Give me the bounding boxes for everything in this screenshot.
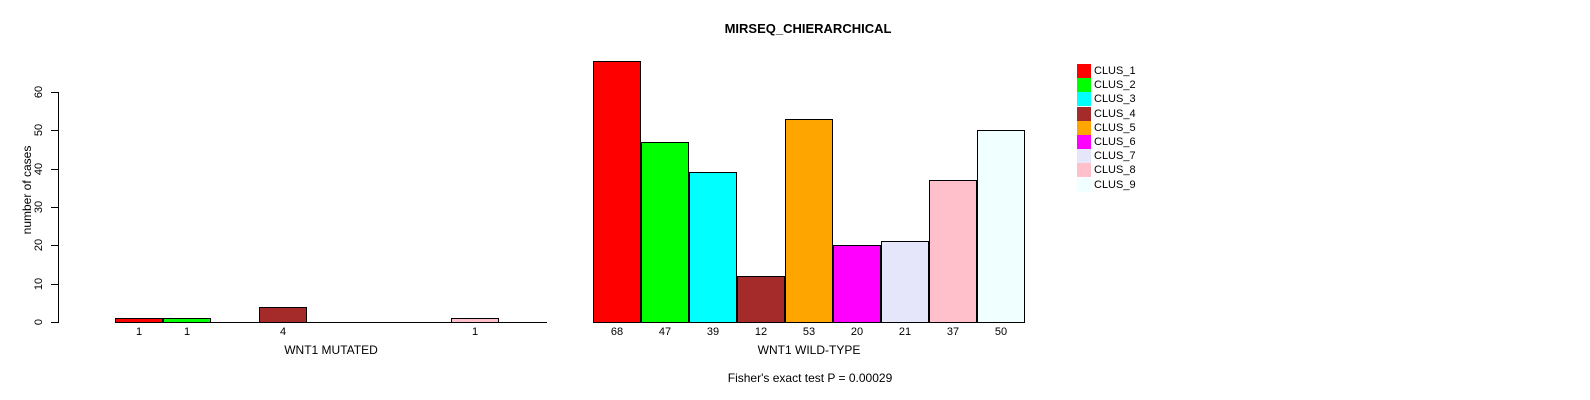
bar-clus_3	[689, 172, 737, 323]
legend-label-clus_5: CLUS_5	[1094, 122, 1136, 134]
bar-value-label: 20	[850, 326, 864, 338]
bar-clus_1	[115, 318, 163, 323]
legend-swatch-clus_9	[1077, 178, 1091, 192]
legend-label-clus_1: CLUS_1	[1094, 65, 1136, 77]
y-axis-tick	[51, 207, 58, 208]
legend-label-clus_8: CLUS_8	[1094, 164, 1136, 176]
legend-swatch-clus_7	[1077, 149, 1091, 163]
legend-swatch-clus_8	[1077, 163, 1091, 177]
x-axis-line	[115, 322, 547, 323]
bar-value-label: 1	[135, 326, 143, 338]
legend-label-clus_3: CLUS_3	[1094, 93, 1136, 105]
x-axis-title-wnt1-wild-type: WNT1 WILD-TYPE	[757, 343, 861, 357]
y-axis-tick-label: 20	[33, 238, 45, 252]
bar-clus_1	[593, 61, 641, 323]
y-axis-tick	[51, 284, 58, 285]
bar-value-label: 47	[658, 326, 672, 338]
bar-value-label: 1	[471, 326, 479, 338]
legend-label-clus_9: CLUS_9	[1094, 179, 1136, 191]
chart-title: MIRSEQ_CHIERARCHICAL	[724, 21, 892, 36]
legend-label-clus_6: CLUS_6	[1094, 136, 1136, 148]
legend-label-clus_7: CLUS_7	[1094, 150, 1136, 162]
y-axis-tick	[51, 322, 58, 323]
bar-clus_4	[737, 276, 785, 323]
bar-value-label: 39	[706, 326, 720, 338]
legend-swatch-clus_6	[1077, 135, 1091, 149]
legend-label-clus_2: CLUS_2	[1094, 79, 1136, 91]
bar-value-label: 21	[898, 326, 912, 338]
y-axis-tick	[51, 169, 58, 170]
y-axis-tick-label: 50	[33, 123, 45, 137]
bar-clus_7	[881, 241, 929, 323]
bar-clus_9	[977, 130, 1025, 323]
x-axis-title-wnt1-mutated: WNT1 MUTATED	[284, 343, 378, 357]
y-axis-line	[58, 92, 59, 323]
fisher-test-annotation: Fisher's exact test P = 0.00029	[727, 371, 893, 385]
legend-swatch-clus_3	[1077, 92, 1091, 106]
bar-clus_5	[785, 119, 833, 323]
y-axis-title: number of cases	[20, 145, 34, 235]
bar-value-label: 4	[279, 326, 287, 338]
legend-swatch-clus_1	[1077, 64, 1091, 78]
bar-value-label: 1	[183, 326, 191, 338]
y-axis-tick-label: 60	[33, 85, 45, 99]
bar-value-label: 37	[946, 326, 960, 338]
legend-swatch-clus_2	[1077, 78, 1091, 92]
bar-value-label: 50	[994, 326, 1008, 338]
bar-value-label: 12	[754, 326, 768, 338]
y-axis-tick	[51, 92, 58, 93]
bar-clus_4	[259, 307, 307, 323]
y-axis-tick-label: 40	[33, 162, 45, 176]
y-axis-tick-label: 10	[33, 277, 45, 291]
y-axis-tick	[51, 130, 58, 131]
y-axis-tick-label: 30	[33, 200, 45, 214]
bar-clus_2	[641, 142, 689, 323]
bar-value-label: 53	[802, 326, 816, 338]
bar-clus_8	[451, 318, 499, 323]
bar-clus_8	[929, 180, 977, 323]
legend-label-clus_4: CLUS_4	[1094, 108, 1136, 120]
y-axis-tick	[51, 245, 58, 246]
bar-clus_6	[833, 245, 881, 323]
bar-clus_2	[163, 318, 211, 323]
legend-swatch-clus_5	[1077, 121, 1091, 135]
bar-value-label: 68	[610, 326, 624, 338]
y-axis-tick-label: 0	[33, 318, 45, 326]
legend-swatch-clus_4	[1077, 107, 1091, 121]
